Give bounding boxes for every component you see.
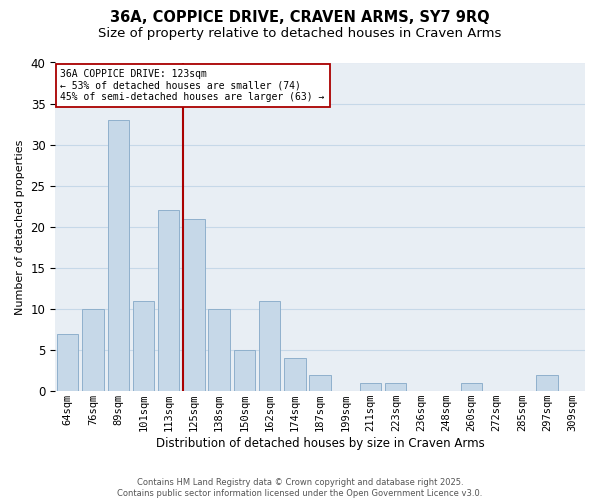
Bar (385, 383, 406, 391)
Bar (461, 383, 482, 391)
Y-axis label: Number of detached properties: Number of detached properties (15, 139, 25, 314)
Text: Contains HM Land Registry data © Crown copyright and database right 2025.
Contai: Contains HM Land Registry data © Crown c… (118, 478, 482, 498)
Text: Size of property relative to detached houses in Craven Arms: Size of property relative to detached ho… (98, 28, 502, 40)
Bar (233, 350, 255, 391)
Text: 36A COPPICE DRIVE: 123sqm
← 53% of detached houses are smaller (74)
45% of semi-: 36A COPPICE DRIVE: 123sqm ← 53% of detac… (61, 69, 325, 102)
Text: 36A, COPPICE DRIVE, CRAVEN ARMS, SY7 9RQ: 36A, COPPICE DRIVE, CRAVEN ARMS, SY7 9RQ (110, 10, 490, 25)
Bar (133, 301, 154, 391)
X-axis label: Distribution of detached houses by size in Craven Arms: Distribution of detached houses by size … (156, 437, 484, 450)
Bar (259, 301, 280, 391)
Bar (107, 120, 129, 391)
Bar (536, 374, 558, 391)
Bar (360, 383, 381, 391)
Bar (310, 374, 331, 391)
Bar (57, 334, 79, 391)
Bar (284, 358, 305, 391)
Bar (208, 309, 230, 391)
Bar (183, 218, 205, 391)
Bar (158, 210, 179, 391)
Bar (82, 309, 104, 391)
